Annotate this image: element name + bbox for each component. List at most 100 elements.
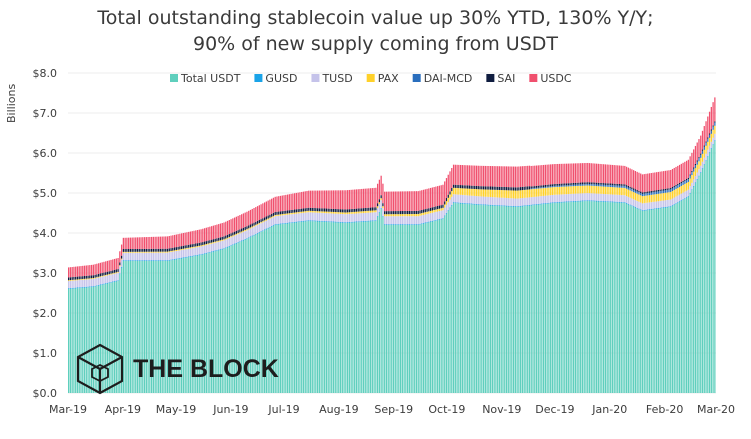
bar-segment — [534, 204, 536, 206]
bar-segment — [186, 245, 188, 249]
bar-segment — [140, 237, 142, 249]
bar-segment — [595, 163, 598, 183]
x-tick-label: Aug-19 — [319, 403, 358, 416]
bar-segment — [179, 233, 181, 247]
bar-segment — [274, 196, 276, 213]
bar-segment — [687, 181, 690, 190]
bar-segment — [80, 287, 82, 288]
bar-segment — [205, 244, 207, 246]
bar-segment — [253, 222, 255, 226]
bar-segment — [385, 225, 388, 393]
bar-segment — [304, 212, 306, 221]
bar-segment — [689, 156, 691, 175]
bar-segment — [569, 186, 571, 194]
legend-label: SAI — [497, 72, 515, 85]
bar-segment — [682, 180, 684, 183]
bar-segment — [237, 230, 239, 234]
bar-segment — [675, 166, 677, 185]
bar-segment — [143, 237, 146, 249]
bar-segment — [657, 207, 659, 209]
bar-segment — [486, 186, 488, 190]
bar-segment — [565, 186, 568, 195]
bar-segment — [161, 251, 163, 253]
bar-segment — [191, 244, 193, 248]
bar-segment — [76, 288, 79, 393]
bar-segment — [447, 202, 449, 211]
bar-segment — [327, 211, 329, 214]
bar-segment — [514, 198, 516, 207]
bar-segment — [71, 288, 73, 393]
bar-segment — [594, 193, 596, 201]
bar-segment — [629, 188, 631, 191]
bar-segment — [265, 201, 268, 217]
bar-segment — [108, 282, 110, 284]
bar-segment — [108, 274, 110, 283]
bar-segment — [417, 225, 419, 393]
bar-segment — [652, 201, 654, 209]
bar-segment — [76, 287, 79, 289]
bar-segment — [384, 224, 386, 225]
bar-segment — [322, 220, 324, 222]
bar-segment — [694, 145, 697, 164]
bar-segment — [440, 185, 442, 206]
bar-segment — [444, 181, 446, 202]
bar-segment — [263, 217, 266, 221]
bar-segment — [357, 221, 359, 223]
bar-segment — [348, 212, 351, 214]
bar-segment — [228, 245, 230, 247]
bar-segment — [694, 168, 697, 176]
bar-segment — [502, 197, 504, 206]
bar-segment — [648, 210, 651, 393]
bar-segment — [143, 248, 146, 252]
bar-segment — [295, 221, 298, 223]
bar-segment — [486, 205, 488, 393]
bar-segment — [276, 211, 278, 215]
bar-segment — [147, 260, 149, 261]
bar-segment — [249, 209, 252, 225]
bar-segment — [648, 191, 651, 193]
bar-segment — [375, 221, 377, 393]
bar-segment — [705, 153, 707, 161]
bar-segment — [684, 179, 686, 182]
bar-segment — [707, 157, 709, 393]
bar-segment — [636, 171, 638, 190]
bar-segment — [410, 214, 412, 217]
bar-segment — [470, 185, 472, 189]
bar-segment — [488, 186, 490, 190]
bar-segment — [467, 204, 469, 393]
bar-segment — [592, 193, 594, 201]
bar-segment — [551, 195, 554, 203]
bar-segment — [585, 201, 587, 393]
bar-segment — [677, 202, 679, 203]
bar-segment — [343, 212, 345, 215]
bar-segment — [701, 168, 704, 169]
bar-segment — [587, 183, 589, 186]
bar-segment — [562, 185, 564, 187]
bar-segment — [615, 165, 617, 184]
bar-segment — [119, 274, 121, 393]
bar-segment — [152, 251, 155, 253]
bar-segment — [565, 201, 568, 203]
bar-segment — [108, 260, 110, 272]
bar-segment — [595, 200, 598, 202]
bar-segment — [633, 170, 635, 189]
bar-segment — [627, 203, 629, 205]
bar-segment — [285, 210, 287, 214]
bar-segment — [357, 189, 359, 209]
bar-segment — [555, 202, 557, 203]
bar-segment — [133, 252, 135, 261]
bar-segment — [133, 248, 135, 252]
bar-segment — [562, 201, 564, 203]
bar-segment — [103, 261, 105, 273]
bar-segment — [682, 162, 684, 181]
bar-segment — [634, 192, 637, 201]
bar-segment — [361, 188, 363, 209]
legend-label: DAI-MCD — [424, 72, 473, 85]
bar-segment — [226, 234, 229, 238]
bar-segment — [583, 163, 585, 183]
bar-segment — [179, 257, 181, 259]
bar-segment — [122, 252, 125, 261]
bar-segment — [96, 263, 98, 275]
bar-segment — [152, 236, 155, 249]
bar-segment — [412, 216, 414, 225]
